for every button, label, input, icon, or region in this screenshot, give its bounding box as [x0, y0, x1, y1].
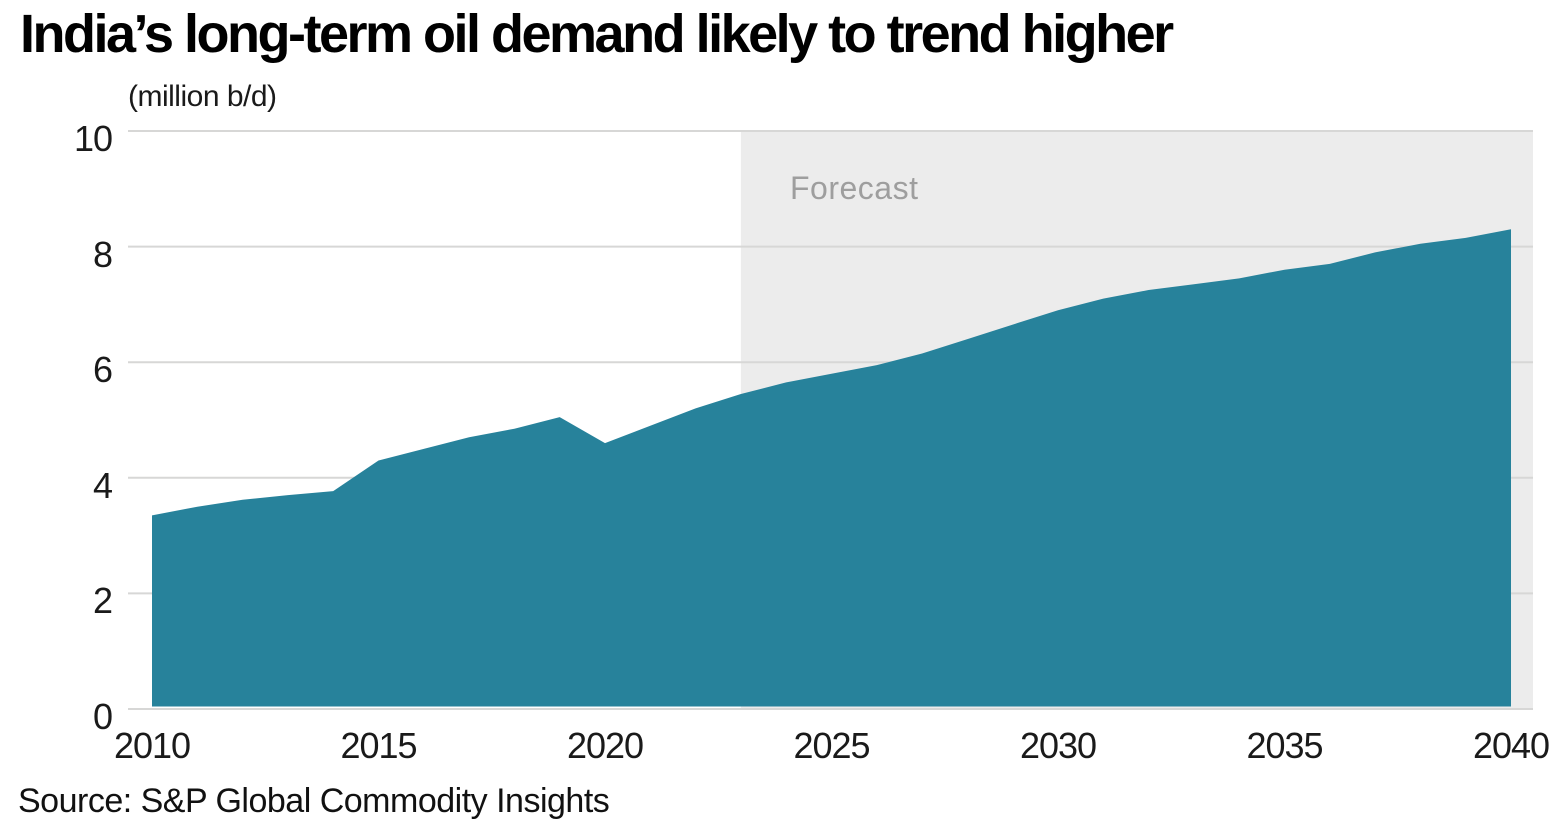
y-tick-label-4: 4 — [92, 464, 113, 506]
chart-title: India’s long-term oil demand likely to t… — [20, 4, 1174, 64]
y-axis-unit-label: (million b/d) — [128, 80, 277, 113]
oil-demand-area-series — [152, 229, 1511, 707]
x-tick-label-2015: 2015 — [340, 725, 417, 766]
x-tick-label-2035: 2035 — [1246, 725, 1323, 766]
x-tick-label-2020: 2020 — [566, 725, 644, 766]
y-tick-label-0: 0 — [92, 696, 113, 737]
x-tick-label-2025: 2025 — [793, 725, 870, 766]
x-tick-label-2010: 2010 — [113, 725, 191, 766]
x-tick-label-2030: 2030 — [1019, 725, 1097, 766]
y-tick-label-10: 10 — [73, 118, 113, 159]
x-tick-label-2040: 2040 — [1472, 725, 1550, 766]
y-tick-label-2: 2 — [92, 580, 113, 622]
y-tick-label-8: 8 — [92, 233, 113, 275]
forecast-label: Forecast — [790, 170, 919, 206]
source-caption: Source: S&P Global Commodity Insights — [18, 782, 610, 820]
y-tick-label-6: 6 — [92, 349, 113, 391]
